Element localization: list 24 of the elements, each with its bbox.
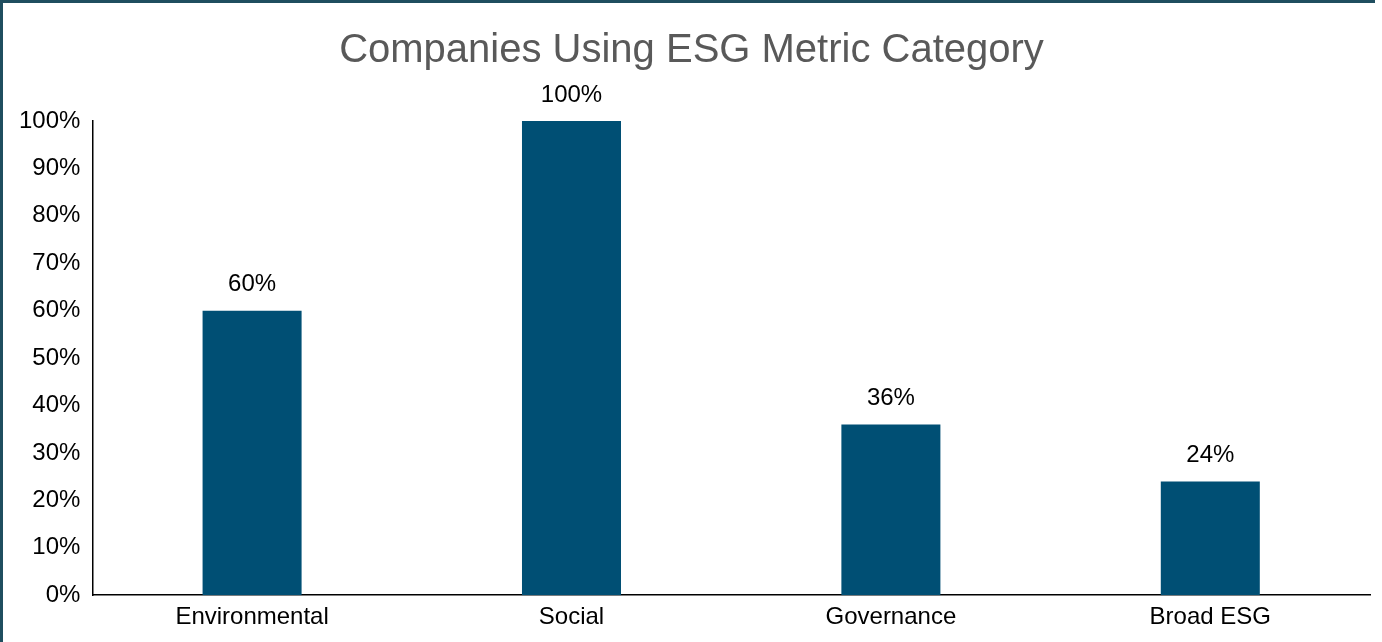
x-tick-label: Governance: [825, 602, 957, 630]
x-tick-label: Environmental: [175, 602, 329, 630]
y-tick-label: 90%: [32, 153, 81, 181]
data-label: 60%: [228, 269, 277, 297]
y-tick-label: 10%: [32, 532, 81, 560]
x-tick-label: Social: [538, 602, 605, 630]
y-tick-label: 20%: [32, 484, 81, 512]
chart-title: Companies Using ESG Metric Category: [339, 26, 1044, 71]
data-label: 36%: [866, 383, 915, 411]
y-tick-label: 80%: [32, 200, 81, 228]
y-tick-label: 100%: [18, 105, 81, 133]
bar: [202, 310, 302, 596]
y-tick-label: 0%: [45, 579, 81, 607]
y-tick-label: 60%: [32, 295, 81, 323]
y-tick-label: 50%: [32, 342, 81, 370]
bar: [521, 121, 621, 596]
data-label: 100%: [540, 79, 603, 107]
y-tick-label: 70%: [32, 247, 81, 275]
data-label: 24%: [1186, 440, 1235, 468]
y-tick-label: 30%: [32, 437, 81, 465]
y-tick-label: 40%: [32, 390, 81, 418]
bar: [1160, 481, 1260, 596]
x-tick-label: Broad ESG: [1149, 602, 1271, 630]
bar: [841, 424, 941, 596]
